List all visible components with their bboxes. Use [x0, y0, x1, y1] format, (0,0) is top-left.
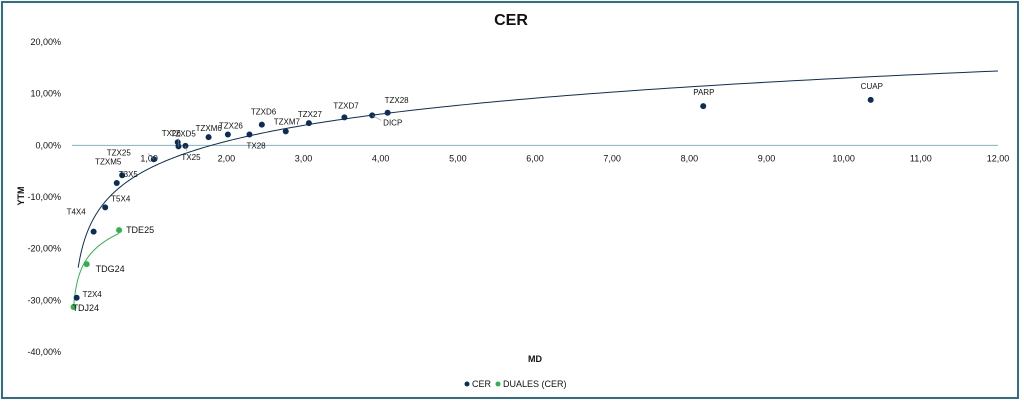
point-tde25	[116, 227, 123, 234]
point-tzx28	[384, 109, 391, 116]
x-tick-label: 2,00	[218, 153, 236, 163]
point-t4x4	[90, 228, 97, 235]
point-tx28	[246, 131, 253, 138]
point-label-tdg24: TDG24	[96, 264, 125, 274]
point-label-t5x4: T5X4	[111, 194, 131, 203]
point-tdj24	[70, 304, 77, 311]
legend-marker	[464, 381, 470, 387]
point-tdg24	[83, 261, 90, 268]
point-tzxm7	[282, 128, 289, 135]
point-tzxd6	[258, 121, 265, 128]
point-label-tzx25: TZX25	[107, 148, 132, 157]
y-tick-label: -40,00%	[27, 347, 61, 357]
y-tick-label: -20,00%	[27, 244, 61, 254]
y-tick-label: 10,00%	[30, 89, 61, 99]
point-label-tzxm7: TZXM7	[274, 117, 301, 126]
x-tick-label: 6,00	[526, 153, 544, 163]
point-label-tx26: TX26	[162, 129, 182, 138]
point-label-t4x4: T4X4	[67, 208, 87, 217]
x-tick-label: 1,00	[140, 153, 158, 163]
point-label-tdj24: TDJ24	[73, 303, 100, 313]
point-cuap	[867, 96, 874, 103]
point-label-tx25: TX25	[181, 153, 201, 162]
legend: CER DUALES (CER)	[464, 379, 567, 389]
point-t5x4	[102, 204, 109, 211]
trendline-cer	[77, 70, 999, 268]
chart-title: CER	[494, 12, 528, 29]
legend-label: DUALES (CER)	[503, 379, 567, 389]
x-tick-label: 5,00	[449, 153, 467, 163]
chart-frame	[1, 1, 1019, 399]
x-tick-label: 10,00	[832, 153, 855, 163]
x-tick-label: 8,00	[681, 153, 699, 163]
x-tick-label: 12,00	[987, 153, 1010, 163]
y-tick-label: -10,00%	[27, 192, 61, 202]
leader-line	[372, 115, 382, 121]
point-label-tzxm6: TZXM6	[196, 124, 223, 133]
point-label-tzxm5: TZXM5	[95, 157, 122, 166]
y-axis-ticks: 20,00% 10,00% 0,00% -10,00% -20,00% -30,00% -4…	[27, 37, 61, 357]
legend-marker	[495, 381, 501, 387]
x-axis: 1,00 2,00 3,00 4,00 5,00 6,00 7,00 8,00 9,00 10,0…	[72, 144, 1010, 163]
y-tick-label: 20,00%	[30, 37, 61, 47]
y-axis-title: YTM	[16, 187, 26, 206]
x-tick-label: 9,00	[758, 153, 776, 163]
point-label-tde25: TDE25	[126, 225, 154, 235]
point-label-tx28: TX28	[246, 141, 266, 150]
leader-line	[185, 145, 187, 151]
data-points	[70, 96, 874, 311]
x-tick-label: 7,00	[603, 153, 621, 163]
point-tzxd7	[341, 114, 348, 121]
point-label-tzx28: TZX28	[385, 96, 410, 105]
x-axis-title: MD	[528, 354, 542, 364]
point-tzxm5	[119, 172, 126, 179]
point-label-t2x4: T2X4	[83, 290, 103, 299]
x-tick-label: 3,00	[295, 153, 313, 163]
point-label-tzxd5: TZXD5	[170, 129, 196, 138]
point-t3x5	[113, 180, 120, 187]
point-label-tzxd7: TZXD7	[333, 101, 359, 110]
point-label-tzxd6: TZXD6	[251, 108, 277, 117]
point-label-t3x5: T3X5	[119, 170, 139, 179]
legend-label: CER	[472, 379, 492, 389]
point-tzxm6	[205, 134, 212, 141]
y-tick-label: -30,00%	[27, 295, 61, 305]
y-tick-label: 0,00%	[35, 140, 61, 150]
point-label-parp: PARP	[693, 88, 714, 97]
point-label-tzx27: TZX27	[298, 110, 323, 119]
point-tzx27	[305, 120, 312, 127]
point-t2x4	[73, 294, 80, 301]
x-tick-label: 4,00	[372, 153, 390, 163]
point-label-cuap: CUAP	[861, 82, 883, 91]
point-label-tzx26: TZX26	[219, 121, 244, 130]
point-tzx26	[224, 131, 231, 138]
point-label-dicp: DICP	[383, 118, 402, 127]
trendlines	[73, 70, 999, 309]
leader-line	[147, 153, 155, 160]
point-parp	[700, 103, 707, 110]
x-tick-label: 11,00	[910, 153, 932, 163]
